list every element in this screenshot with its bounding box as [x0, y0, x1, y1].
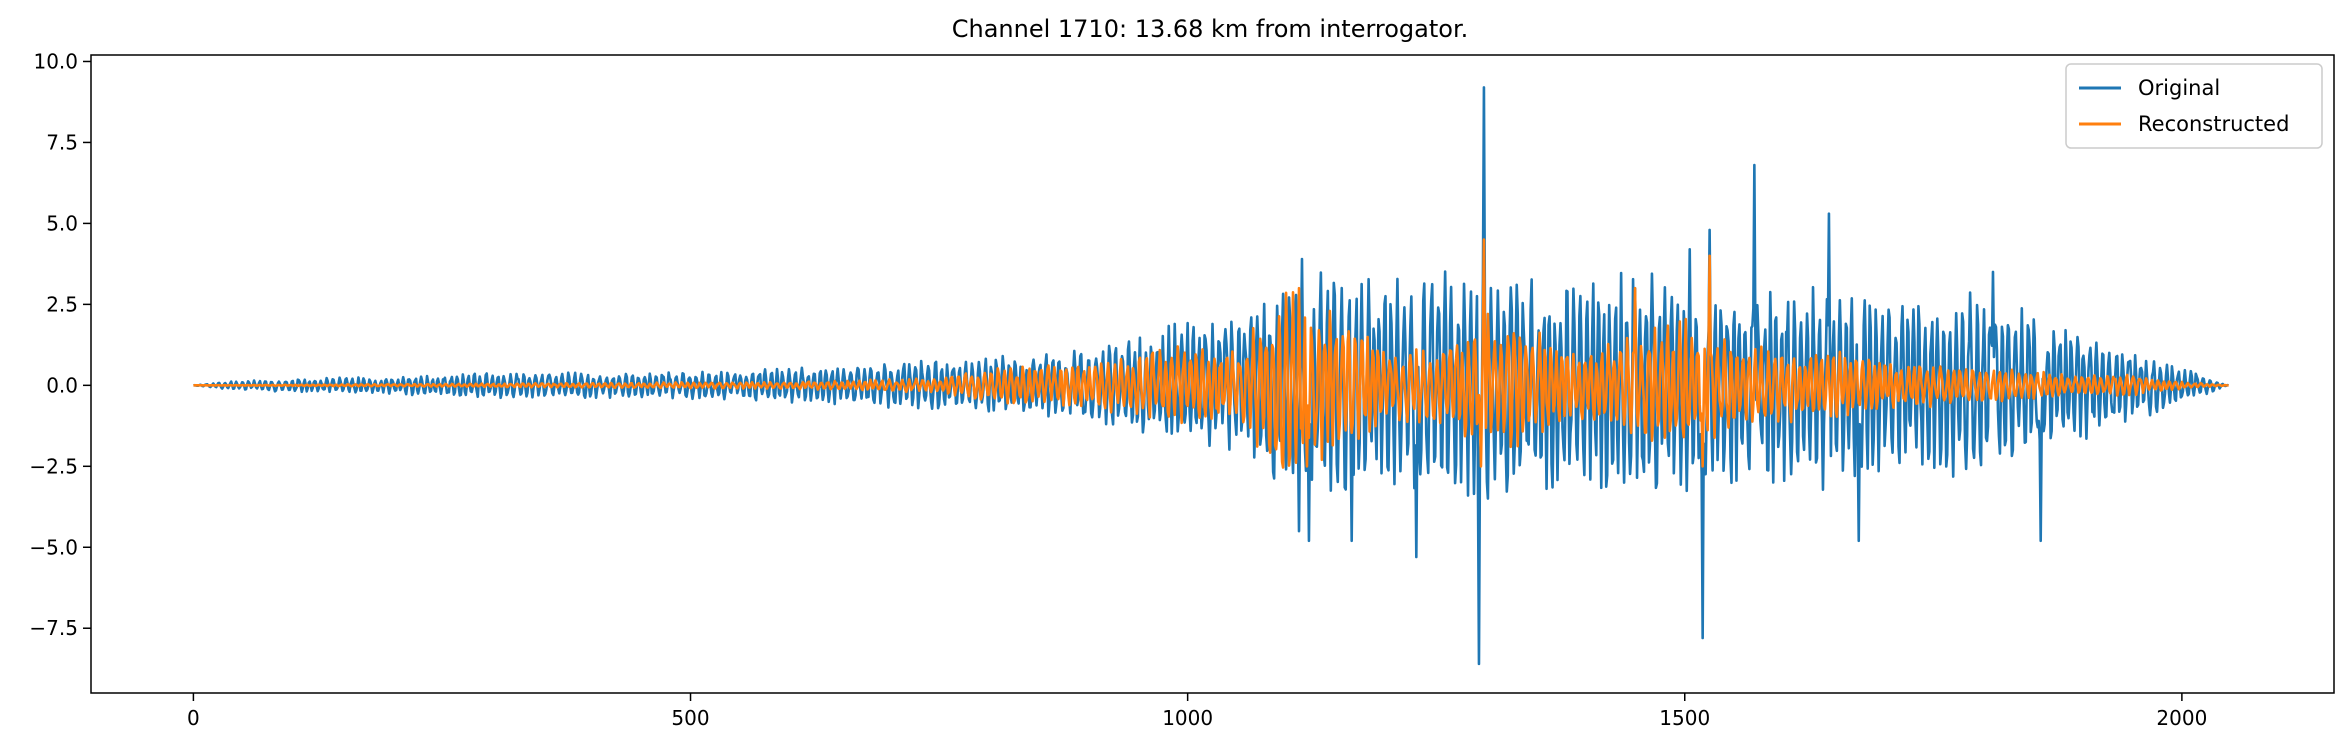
y-tick-label: −2.5: [29, 454, 78, 478]
y-axis: 10.0 7.5 5.0 2.5 0.0 −2.5 −5.0 −7.5: [29, 49, 91, 640]
series-line-reconstructed: [193, 238, 2229, 469]
y-tick-label: 2.5: [46, 292, 78, 316]
x-tick-label: 1000: [1162, 706, 1213, 730]
legend-box: [2065, 63, 2323, 149]
chart-title: Channel 1710: 13.68 km from interrogator…: [952, 15, 1469, 43]
x-tick-label: 0: [187, 706, 200, 730]
legend: Original Reconstructed: [2065, 63, 2323, 149]
series-layer: [193, 86, 2229, 666]
legend-label: Original: [2138, 76, 2220, 100]
y-tick-label: 5.0: [46, 211, 78, 235]
y-tick-label: 10.0: [33, 49, 78, 73]
plot-frame: [90, 54, 2335, 694]
y-tick-label: 7.5: [46, 130, 78, 154]
y-tick-label: −7.5: [29, 616, 78, 640]
x-tick-label: 1500: [1659, 706, 1710, 730]
y-tick-label: 0.0: [46, 373, 78, 397]
x-tick-label: 500: [671, 706, 709, 730]
y-tick-label: −5.0: [29, 535, 78, 559]
legend-label: Reconstructed: [2138, 112, 2289, 136]
x-axis: 0 500 1000 1500 2000: [187, 693, 2207, 730]
x-tick-label: 2000: [2156, 706, 2207, 730]
